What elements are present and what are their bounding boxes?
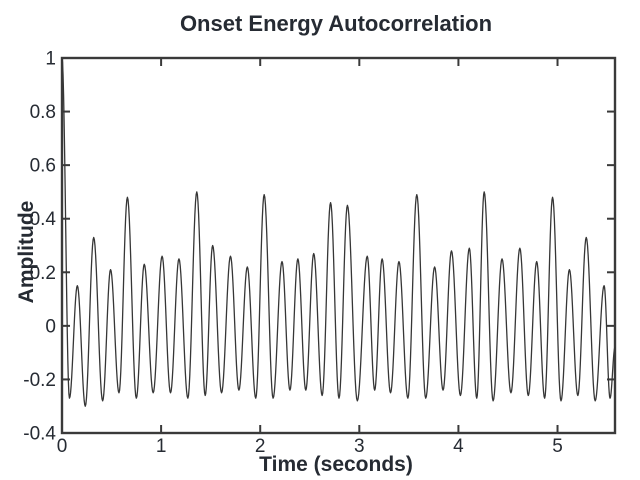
waveform-line <box>61 57 616 407</box>
x-tick-label: 2 <box>255 436 266 457</box>
y-tick-label: -0.2 <box>23 370 56 391</box>
x-tick-label: 1 <box>156 436 167 457</box>
x-tick-label: 4 <box>453 436 464 457</box>
x-axis-label: Time (seconds) <box>259 453 413 476</box>
plot-border <box>60 56 617 435</box>
y-tick-label: 0.2 <box>30 263 56 284</box>
y-tick-label: 1 <box>45 49 56 70</box>
y-tick-label: 0.8 <box>30 102 56 123</box>
y-tick-label: 0.6 <box>30 156 56 177</box>
chart-title: Onset Energy Autocorrelation <box>180 11 492 36</box>
y-tick-label: 0 <box>45 316 56 337</box>
y-axis-label: Amplitude <box>15 201 38 304</box>
y-tick-label: 0.4 <box>30 209 57 230</box>
x-tick-label: 5 <box>552 436 563 457</box>
x-tick-label: 3 <box>354 436 365 457</box>
y-tick-label: -0.4 <box>23 424 56 445</box>
tick-marks <box>61 57 615 434</box>
y-tick-labels: -0.4 -0.2 0 0.2 0.4 0.6 0.8 1 <box>23 49 56 445</box>
x-tick-label: 0 <box>57 436 68 457</box>
x-tick-labels: 0 1 2 3 4 5 <box>57 436 563 457</box>
